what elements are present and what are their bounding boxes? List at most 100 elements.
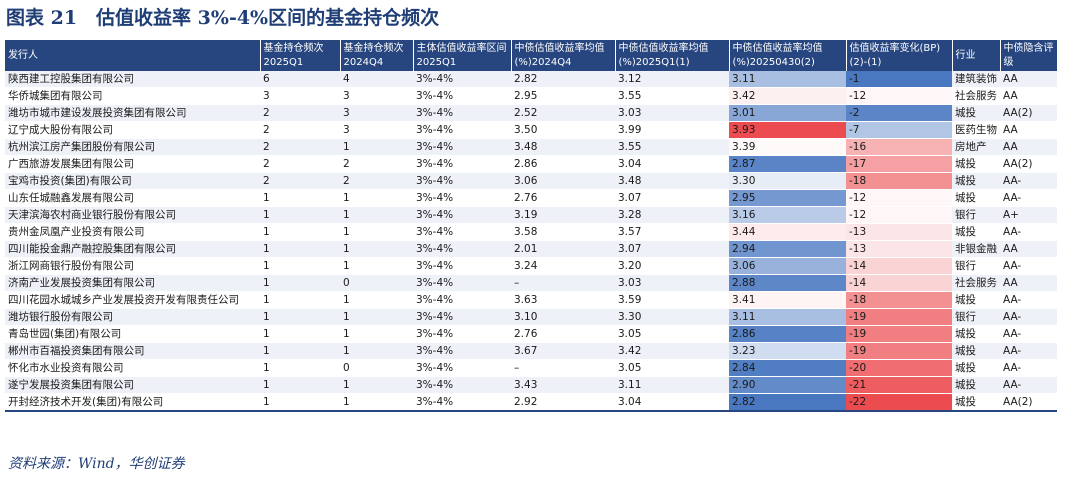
cell-freq-2025q1: 1 [260, 223, 340, 241]
cell-freq-2025q1: 2 [260, 155, 340, 173]
cell-rating: AA [1000, 121, 1057, 139]
cell-freq-2024q4: 1 [340, 342, 413, 360]
table-row: 四川能投金鼎产融控股集团有限公司 1 1 3%-4% 2.01 3.07 2.94 -13 非银… [5, 240, 1057, 258]
source-note: 资料来源：Wind，华创证券 [8, 456, 185, 472]
cell-yield-2025q1: 3.99 [615, 121, 729, 139]
cell-industry: 城投 [952, 342, 1000, 360]
cell-industry: 城投 [952, 376, 1000, 394]
cell-freq-2025q1: 1 [260, 393, 340, 412]
cell-yield-range: 3%-4% [413, 189, 511, 207]
cell-issuer: 贵州金凤凰产业投资有限公司 [5, 223, 260, 241]
cell-yield-range: 3%-4% [413, 393, 511, 412]
cell-yield-2024q4: 2.76 [511, 325, 615, 343]
cell-issuer: 杭州滨江房产集团股份有限公司 [5, 138, 260, 156]
cell-yield-20250430: 3.11 [729, 71, 846, 88]
cell-yield-2024q4: 3.10 [511, 308, 615, 326]
cell-issuer: 郴州市百福投资集团有限公司 [5, 342, 260, 360]
cell-yield-20250430: 2.95 [729, 189, 846, 207]
cell-issuer: 天津滨海农村商业银行股份有限公司 [5, 206, 260, 224]
cell-yield-2024q4: – [511, 274, 615, 292]
cell-yield-2024q4: – [511, 359, 615, 377]
cell-yield-range: 3%-4% [413, 206, 511, 224]
table-row: 山东任城融鑫发展有限公司 1 1 3%-4% 2.76 3.07 2.95 -12 城投 AA- [5, 189, 1057, 207]
cell-freq-2024q4: 2 [340, 172, 413, 190]
cell-issuer: 四川花园水城城乡产业发展投资开发有限责任公司 [5, 291, 260, 309]
cell-yield-range: 3%-4% [413, 257, 511, 275]
cell-freq-2025q1: 3 [260, 87, 340, 105]
cell-industry: 房地产 [952, 138, 1000, 156]
cell-industry: 城投 [952, 172, 1000, 190]
cell-yield-2024q4: 2.95 [511, 87, 615, 105]
cell-yield-20250430: 2.90 [729, 376, 846, 394]
cell-yield-2024q4: 3.43 [511, 376, 615, 394]
cell-yield-20250430: 3.93 [729, 121, 846, 139]
cell-rating: AA(2) [1000, 393, 1057, 412]
cell-freq-2024q4: 1 [340, 223, 413, 241]
cell-yield-20250430: 3.11 [729, 308, 846, 326]
cell-yield-20250430: 3.39 [729, 138, 846, 156]
cell-freq-2024q4: 1 [340, 206, 413, 224]
cell-freq-2025q1: 1 [260, 206, 340, 224]
cell-industry: 银行 [952, 308, 1000, 326]
table-row: 郴州市百福投资集团有限公司 1 1 3%-4% 3.67 3.42 3.23 -19 城投 AA- [5, 342, 1057, 360]
cell-rating: AA(2) [1000, 104, 1057, 122]
table-row: 杭州滨江房产集团股份有限公司 2 1 3%-4% 3.48 3.55 3.39 -16 房地产 A… [5, 138, 1057, 156]
cell-freq-2025q1: 1 [260, 240, 340, 258]
cell-freq-2025q1: 2 [260, 138, 340, 156]
cell-yield-2025q1: 3.05 [615, 359, 729, 377]
cell-yield-20250430: 2.82 [729, 393, 846, 412]
cell-yield-range: 3%-4% [413, 274, 511, 292]
cell-freq-2024q4: 1 [340, 189, 413, 207]
cell-yield-2025q1: 3.04 [615, 393, 729, 412]
cell-yield-range: 3%-4% [413, 223, 511, 241]
cell-yield-20250430: 3.42 [729, 87, 846, 105]
cell-yield-range: 3%-4% [413, 240, 511, 258]
cell-yield-change: -18 [846, 291, 952, 309]
cell-yield-2024q4: 3.63 [511, 291, 615, 309]
cell-yield-2025q1: 3.20 [615, 257, 729, 275]
cell-freq-2025q1: 1 [260, 189, 340, 207]
cell-freq-2025q1: 1 [260, 376, 340, 394]
cell-rating: AA [1000, 274, 1057, 292]
cell-issuer: 华侨城集团有限公司 [5, 87, 260, 105]
cell-freq-2025q1: 1 [260, 291, 340, 309]
cell-yield-change: -18 [846, 172, 952, 190]
header-yield-change: 估值收益率变化(BP)(2)-(1) [846, 40, 953, 71]
cell-yield-range: 3%-4% [413, 308, 511, 326]
cell-yield-range: 3%-4% [413, 359, 511, 377]
cell-industry: 城投 [952, 189, 1000, 207]
cell-yield-range: 3%-4% [413, 172, 511, 190]
cell-yield-2025q1: 3.57 [615, 223, 729, 241]
cell-industry: 城投 [952, 393, 1000, 412]
table-row: 贵州金凤凰产业投资有限公司 1 1 3%-4% 3.58 3.57 3.44 -13 城投 AA- [5, 223, 1057, 241]
cell-yield-20250430: 2.88 [729, 274, 846, 292]
cell-yield-range: 3%-4% [413, 138, 511, 156]
table-row: 陕西建工控股集团有限公司 6 4 3%-4% 2.82 3.12 3.11 -1 建筑装饰 AA [5, 71, 1057, 88]
cell-rating: AA [1000, 138, 1057, 156]
cell-yield-change: -14 [846, 257, 952, 275]
cell-yield-2024q4: 3.50 [511, 121, 615, 139]
cell-yield-2025q1: 3.11 [615, 376, 729, 394]
cell-freq-2025q1: 6 [260, 71, 340, 88]
cell-yield-2024q4: 2.76 [511, 189, 615, 207]
cell-yield-change: -1 [846, 71, 952, 88]
cell-yield-2024q4: 3.67 [511, 342, 615, 360]
cell-rating: AA(2) [1000, 155, 1057, 173]
table-row: 济南产业发展投资集团有限公司 1 0 3%-4% –3.03 2.88 -14 社会服务 AA [5, 274, 1057, 292]
cell-freq-2025q1: 1 [260, 342, 340, 360]
cell-yield-2024q4: 2.52 [511, 104, 615, 122]
cell-freq-2024q4: 1 [340, 376, 413, 394]
cell-freq-2025q1: 1 [260, 308, 340, 326]
cell-industry: 社会服务 [952, 274, 1000, 292]
cell-yield-change: -17 [846, 155, 952, 173]
cell-issuer: 辽宁成大股份有限公司 [5, 121, 260, 139]
cell-yield-change: -12 [846, 87, 952, 105]
cell-freq-2024q4: 1 [340, 257, 413, 275]
table-row: 怀化市水业投资有限公司 1 0 3%-4% –3.05 2.84 -20 城投 AA- [5, 359, 1057, 377]
cell-industry: 银行 [952, 206, 1000, 224]
cell-yield-2025q1: 3.03 [615, 274, 729, 292]
cell-yield-range: 3%-4% [413, 87, 511, 105]
cell-yield-2024q4: 2.01 [511, 240, 615, 258]
table-row: 华侨城集团有限公司 3 3 3%-4% 2.95 3.55 3.42 -12 社会服务 AA [5, 87, 1057, 105]
cell-yield-20250430: 3.01 [729, 104, 846, 122]
